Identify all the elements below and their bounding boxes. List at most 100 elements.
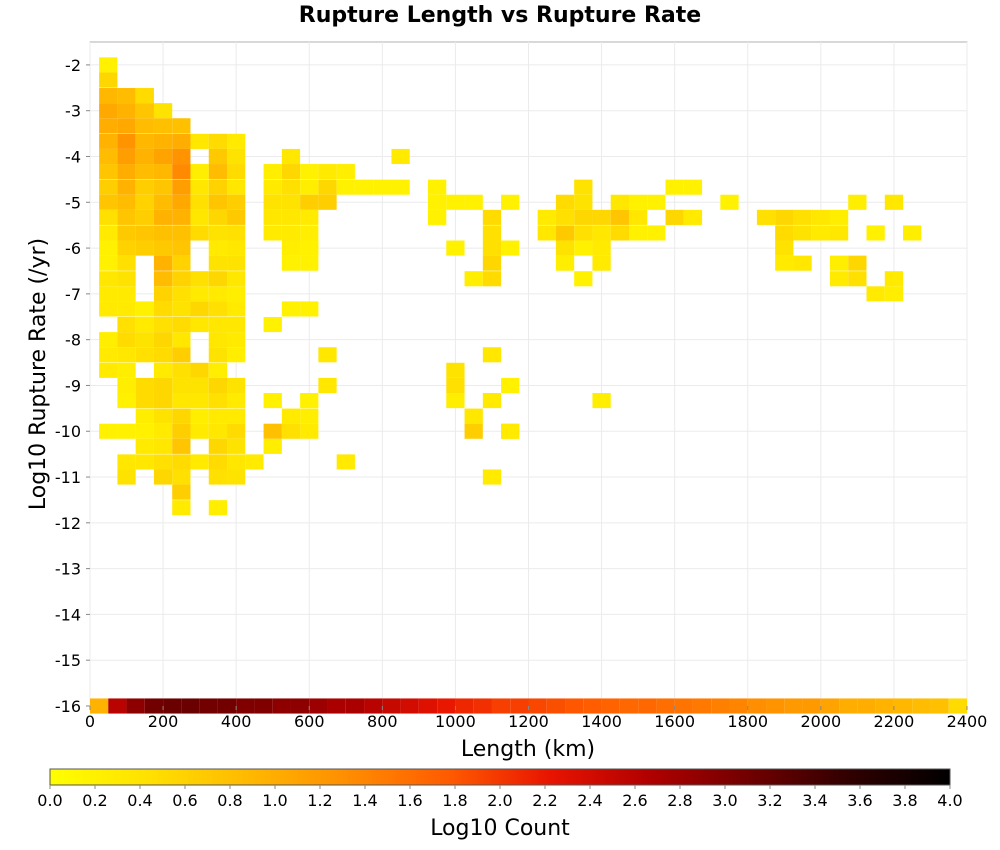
heatmap-cell [848,271,867,287]
heatmap-cell [866,225,885,241]
heatmap-cell [300,164,319,180]
heatmap-cell [793,225,812,241]
heatmap-cell [336,179,355,195]
heatmap-cell [208,271,228,287]
heatmap-cell [117,103,136,119]
heatmap-cell-bottom-row [692,698,712,714]
y-tick-label: -15 [55,651,81,670]
heatmap-cell [482,393,502,409]
heatmap-cell [153,377,173,394]
heatmap-cell [208,347,228,363]
heatmap-cell [99,240,118,256]
heatmap-cell-bottom-row [674,698,693,714]
heatmap-cell [99,225,118,241]
heatmap-cell [153,423,173,439]
heatmap-cell [428,179,447,195]
heatmap-cell [574,271,593,287]
heatmap-cell [153,118,173,134]
heatmap-cell [281,408,301,424]
colorbar-tick-label: 0.8 [217,791,242,810]
heatmap-cell [190,454,209,470]
heatmap-cell-bottom-row [565,698,584,714]
heatmap-cell [263,179,282,195]
heatmap-cell [300,301,319,317]
heatmap-cell [117,88,136,104]
heatmap-cell [99,255,118,271]
heatmap-cell [281,255,301,271]
heatmap-cell [829,271,849,287]
heatmap-cell-bottom-row [546,698,566,714]
heatmap-cell [336,164,355,180]
heatmap-cell [172,225,191,241]
heatmap-cell [153,271,173,287]
heatmap-cell [227,255,246,271]
y-tick-label: -13 [55,560,81,579]
heatmap-cell [208,194,228,210]
heatmap-cell [99,72,118,88]
heatmap-cell [227,225,246,241]
heatmap-cell [117,255,136,271]
heatmap-cell [153,454,173,470]
heatmap-cell [501,423,520,439]
heatmap-cell [555,209,575,225]
heatmap-cell [208,393,228,409]
heatmap-cell [117,118,136,134]
heatmap-cell [99,286,118,302]
heatmap-cell [117,393,136,409]
heatmap-cell [172,423,191,439]
heatmap-cell [117,240,136,256]
heatmap-cell-bottom-row [510,698,529,714]
y-tick-label: -5 [65,193,81,212]
heatmap-cell-bottom-row [254,698,273,714]
heatmap-cell [391,179,410,195]
heatmap-cell [153,469,173,485]
heatmap-cell-bottom-row [126,698,145,714]
heatmap-cell [592,209,611,225]
colorbar-tick-label: 1.0 [262,791,287,810]
colorbar-tick-label: 3.0 [712,791,737,810]
heatmap-cell [574,179,593,195]
heatmap-cell [300,179,319,195]
heatmap-cell [501,240,520,256]
heatmap-cell [172,500,191,516]
heatmap-cell [153,393,173,409]
heatmap-cell [99,57,118,73]
y-tick-label: -11 [55,468,81,487]
heatmap-cell [190,377,209,394]
heatmap-cell [172,332,191,348]
colorbar-tick-label: 0.6 [172,791,197,810]
heatmap-cell [555,194,575,210]
heatmap-cell-bottom-row [491,698,511,714]
heatmap-cell [628,194,648,210]
heatmap-cell [153,164,173,180]
heatmap-cell [574,225,593,241]
heatmap-cell [848,194,867,210]
heatmap-cell [208,469,228,485]
heatmap-cell [555,240,575,256]
y-tick-label: -16 [55,697,81,716]
heatmap-cell [190,286,209,302]
heatmap-cell [482,240,502,256]
heatmap-cell [135,225,154,241]
heatmap-cell [775,255,794,271]
colorbar-tick-label: 0.2 [82,791,107,810]
colorbar-ticks: 0.0 0.2 0.4 0.6 0.8 1.0 1.2 1.4 1.6 1.8 2.0 2.2 2.4 2… [37,785,963,810]
heatmap-cell [848,255,867,271]
colorbar-tick-label: 1.8 [442,791,467,810]
x-tick-label: 2400 [947,712,988,731]
heatmap-cell [208,316,228,333]
x-tick-label: 1200 [508,712,549,731]
heatmap-cell [227,271,246,287]
colorbar-tick-label: 3.4 [802,791,827,810]
heatmap-cell [208,408,228,424]
heatmap-cell-bottom-row [418,698,438,714]
heatmap-cell [501,377,520,394]
heatmap-cell [683,179,703,195]
heatmap-cell-bottom-row [729,698,748,714]
heatmap-cell [208,240,228,256]
heatmap-cell [227,393,246,409]
heatmap-cell-bottom-row [839,698,858,714]
heatmap-cell [153,301,173,317]
heatmap-cell [190,209,209,225]
heatmap-cell [263,209,282,225]
